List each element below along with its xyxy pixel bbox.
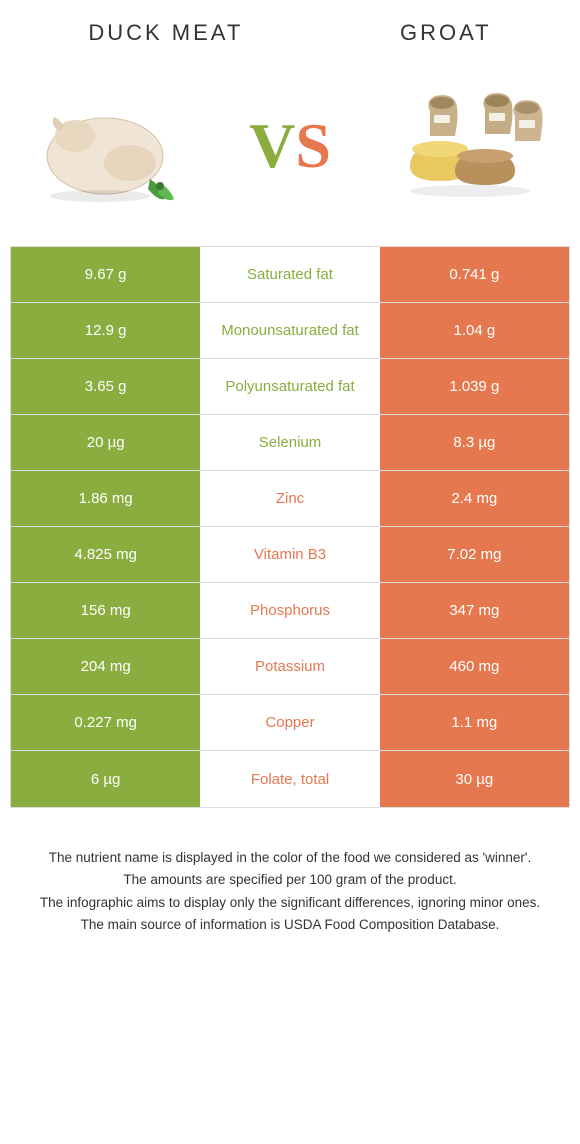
value-right: 30 µg <box>380 751 569 807</box>
table-row: 0.227 mgCopper1.1 mg <box>11 695 569 751</box>
title-left: Duck meat <box>88 20 243 46</box>
table-row: 3.65 gPolyunsaturated fat1.039 g <box>11 359 569 415</box>
table-row: 156 mgPhosphorus347 mg <box>11 583 569 639</box>
value-left: 1.86 mg <box>11 471 200 526</box>
footnote-line: The main source of information is USDA F… <box>30 915 550 935</box>
nutrient-label: Potassium <box>200 639 379 694</box>
title-right: Groat <box>400 20 492 46</box>
comparison-table: 9.67 gSaturated fat0.741 g12.9 gMonounsa… <box>10 246 570 808</box>
vs-s: S <box>295 110 331 181</box>
value-right: 1.04 g <box>380 303 569 358</box>
value-right: 1.039 g <box>380 359 569 414</box>
value-right: 1.1 mg <box>380 695 569 750</box>
footnotes: The nutrient name is displayed in the co… <box>0 808 580 957</box>
footnote-line: The nutrient name is displayed in the co… <box>30 848 550 868</box>
value-left: 6 µg <box>11 751 200 807</box>
table-row: 1.86 mgZinc2.4 mg <box>11 471 569 527</box>
nutrient-label: Vitamin B3 <box>200 527 379 582</box>
value-right: 460 mg <box>380 639 569 694</box>
table-row: 20 µgSelenium8.3 µg <box>11 415 569 471</box>
value-right: 0.741 g <box>380 247 569 302</box>
value-left: 204 mg <box>11 639 200 694</box>
footnote-line: The amounts are specified per 100 gram o… <box>30 870 550 890</box>
nutrient-label: Selenium <box>200 415 379 470</box>
value-left: 3.65 g <box>11 359 200 414</box>
nutrient-label: Polyunsaturated fat <box>200 359 379 414</box>
value-left: 0.227 mg <box>11 695 200 750</box>
nutrient-label: Phosphorus <box>200 583 379 638</box>
header: Duck meat Groat <box>0 0 580 56</box>
nutrient-label: Zinc <box>200 471 379 526</box>
table-row: 12.9 gMonounsaturated fat1.04 g <box>11 303 569 359</box>
vs-v: V <box>249 110 295 181</box>
value-left: 156 mg <box>11 583 200 638</box>
footnote-line: The infographic aims to display only the… <box>30 893 550 913</box>
value-left: 20 µg <box>11 415 200 470</box>
value-left: 4.825 mg <box>11 527 200 582</box>
nutrient-label: Monounsaturated fat <box>200 303 379 358</box>
table-row: 6 µgFolate, total30 µg <box>11 751 569 807</box>
table-row: 9.67 gSaturated fat0.741 g <box>11 247 569 303</box>
image-row: VS <box>0 56 580 246</box>
table-row: 204 mgPotassium460 mg <box>11 639 569 695</box>
value-right: 347 mg <box>380 583 569 638</box>
table-row: 4.825 mgVitamin B37.02 mg <box>11 527 569 583</box>
nutrient-label: Folate, total <box>200 751 379 807</box>
duck-meat-image <box>30 76 190 216</box>
value-right: 7.02 mg <box>380 527 569 582</box>
vs-label: VS <box>249 109 331 183</box>
nutrient-label: Saturated fat <box>200 247 379 302</box>
value-right: 2.4 mg <box>380 471 569 526</box>
value-left: 12.9 g <box>11 303 200 358</box>
value-right: 8.3 µg <box>380 415 569 470</box>
value-left: 9.67 g <box>11 247 200 302</box>
groat-image <box>390 76 550 216</box>
nutrient-label: Copper <box>200 695 379 750</box>
